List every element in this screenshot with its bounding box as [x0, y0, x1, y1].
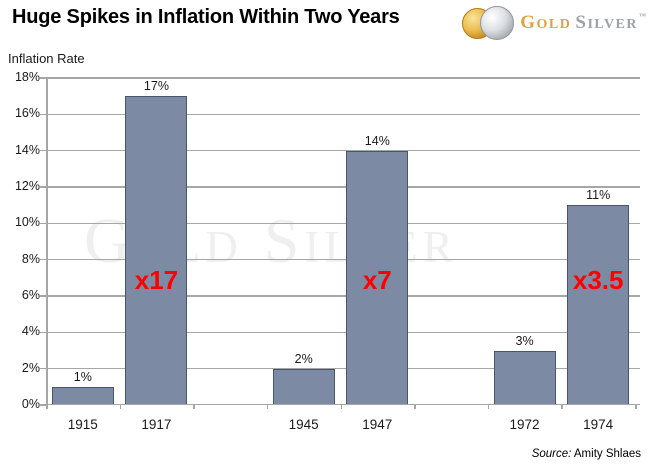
x-tick-mark	[119, 405, 122, 409]
y-axis-title: Inflation Rate	[8, 51, 85, 66]
y-tick-mark	[40, 186, 46, 188]
silver-coin-icon	[480, 6, 515, 40]
y-tick-mark	[40, 77, 46, 79]
y-tick-label: 18%	[14, 70, 40, 84]
y-tick-mark	[40, 113, 46, 116]
bar-annotation-x17: x17	[134, 265, 179, 295]
bar-value-label: 14%	[364, 133, 390, 148]
gridline	[46, 149, 640, 152]
y-tick-mark	[40, 367, 46, 370]
x-tick-mark	[193, 405, 195, 409]
y-tick-mark	[40, 331, 46, 334]
x-axis-labels: 1915 1917 1945 1947 1972 1974	[46, 417, 640, 435]
gridline	[46, 295, 640, 297]
gridline	[46, 113, 640, 116]
y-tick-mark	[40, 404, 46, 406]
gridline	[46, 77, 640, 79]
logo-silver-word: SILVER	[575, 12, 638, 33]
y-axis-labels: 0% 2% 4% 6% 8% 10% 12% 14% 16% 18%	[0, 70, 40, 411]
bar-annotation-x7: x7	[362, 265, 392, 295]
bar-1947	[346, 150, 409, 405]
bar-value-label: 17%	[143, 79, 169, 94]
gridline	[46, 367, 640, 370]
x-axis-label-1917: 1917	[141, 417, 172, 432]
y-tick-label: 2%	[21, 360, 40, 375]
y-tick-label: 14%	[14, 142, 40, 157]
x-tick-mark	[561, 405, 563, 409]
gridline	[46, 222, 640, 225]
x-axis-line	[46, 403, 640, 405]
y-tick-label: 0%	[21, 397, 40, 411]
x-tick-mark	[414, 405, 416, 409]
chart-title: Huge Spikes in Inflation Within Two Year…	[12, 6, 400, 28]
y-tick-mark	[40, 295, 46, 297]
logo-text: GOLD SILVER™	[520, 12, 646, 34]
x-tick-mark	[266, 405, 269, 409]
y-tick-label: 12%	[14, 179, 40, 193]
y-tick-label: 6%	[21, 288, 40, 302]
source-text: Amity Shlaes	[571, 448, 641, 460]
x-axis-label-1974: 1974	[583, 417, 614, 432]
x-tick-mark	[635, 405, 637, 409]
y-tick-label: 16%	[14, 106, 40, 121]
bar-value-label: 11%	[586, 188, 611, 203]
bar-value-label: 2%	[294, 351, 313, 366]
y-tick-label: 4%	[21, 324, 40, 339]
x-tick-mark	[46, 405, 48, 409]
x-axis-label-1947: 1947	[362, 417, 393, 432]
bar-value-label: 1%	[73, 369, 92, 384]
x-axis-label-1915: 1915	[67, 417, 98, 432]
bar-1972	[493, 350, 556, 405]
source-note: Source: Amity Shlaes	[532, 448, 641, 460]
x-axis-label-1945: 1945	[288, 417, 319, 432]
source-prefix: Source:	[531, 448, 572, 460]
trademark-symbol: ™	[639, 12, 646, 20]
gridline	[46, 186, 640, 188]
gridline	[46, 331, 640, 334]
x-tick-mark	[487, 405, 490, 409]
goldsilver-logo: GOLD SILVER™	[462, 5, 646, 41]
plot-area: Gold Silver 1% 17% x17 2% 14% x7 3% 11% x3.5	[40, 77, 640, 409]
y-tick-mark	[40, 258, 46, 261]
bar-1945	[272, 368, 335, 405]
y-axis-line	[46, 78, 48, 405]
bar-1917	[125, 96, 188, 405]
bar-1974	[567, 205, 630, 405]
y-tick-label: 10%	[14, 215, 40, 230]
logo-gold-word: GOLD	[520, 12, 572, 33]
gridline	[46, 258, 640, 261]
y-tick-label: 8%	[21, 251, 40, 266]
x-tick-mark	[340, 405, 342, 409]
bar-value-label: 3%	[515, 333, 534, 348]
y-tick-mark	[40, 222, 46, 225]
x-axis-label-1972: 1972	[509, 417, 540, 432]
y-tick-mark	[40, 149, 46, 152]
bar-annotation-x3.5: x3.5	[572, 265, 624, 295]
bar-1915	[51, 386, 114, 405]
